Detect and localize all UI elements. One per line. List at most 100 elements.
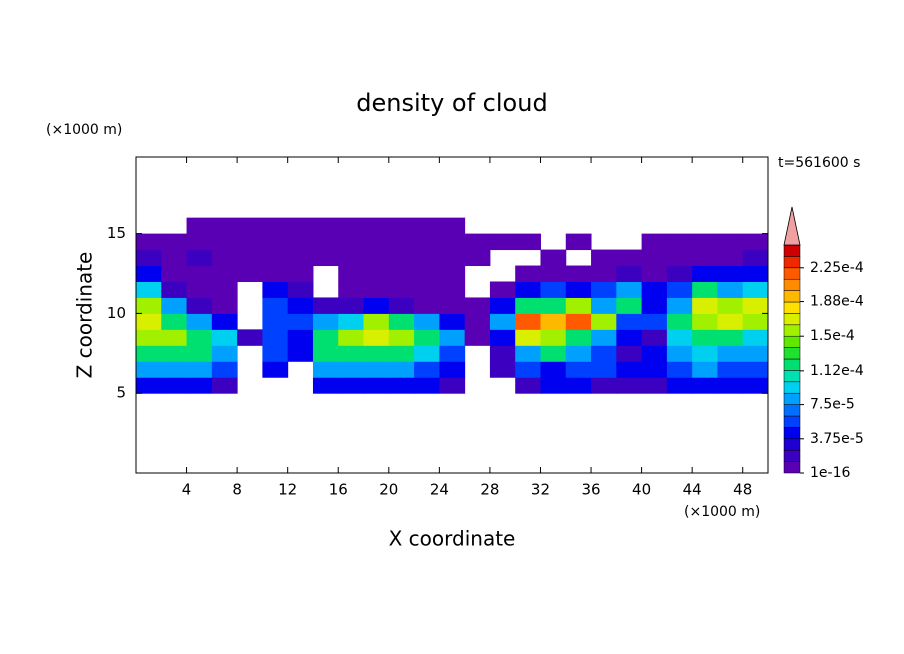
- colorbar-band: [783, 313, 801, 326]
- contour-cell: [287, 249, 314, 267]
- contour-cell: [262, 249, 289, 267]
- colorbar-band: [783, 301, 801, 314]
- contour-cell: [186, 217, 213, 235]
- contour-cell: [591, 345, 617, 362]
- contour-cell: [186, 249, 213, 267]
- contour-cell: [161, 313, 188, 330]
- contour-cell: [717, 313, 744, 330]
- contour-cell: [211, 345, 238, 362]
- contour-cell: [363, 361, 390, 378]
- contour-cell: [692, 265, 718, 282]
- contour-cell: [237, 233, 263, 251]
- contour-cell: [363, 313, 390, 330]
- contour-cell: [591, 329, 617, 346]
- contour-cell: [641, 313, 668, 330]
- colorbar-band: [783, 256, 801, 269]
- contour-cell: [489, 281, 516, 298]
- contour-cell: [641, 345, 668, 362]
- contour-cell: [414, 217, 440, 235]
- contour-cell: [515, 313, 541, 330]
- colorbar-band: [783, 427, 801, 440]
- contour-cell: [287, 329, 314, 346]
- contour-cell: [186, 297, 213, 314]
- contour-cell: [287, 233, 314, 251]
- contour-cell: [565, 297, 592, 314]
- contour-cell: [186, 313, 213, 330]
- colorbar-band: [783, 415, 801, 428]
- contour-cell: [616, 249, 643, 267]
- contour-cell: [489, 313, 516, 330]
- x-tick-label: 24: [430, 481, 449, 499]
- contour-cell: [742, 233, 769, 251]
- contour-cell: [565, 345, 592, 362]
- contour-cell: [287, 345, 314, 362]
- colorbar-band: [783, 290, 801, 303]
- contour-cell: [211, 217, 238, 235]
- contour-cell: [388, 233, 415, 251]
- contour-cell: [717, 265, 744, 282]
- contour-cell: [363, 233, 390, 251]
- colorbar-label: 1.5e-4: [810, 328, 855, 344]
- contour-cell: [692, 281, 718, 298]
- contour-cell: [439, 329, 466, 346]
- contour-cell: [591, 361, 617, 378]
- contour-cell: [692, 249, 718, 267]
- contour-cell: [338, 329, 365, 346]
- contour-cell: [186, 345, 213, 362]
- x-tick-label: 32: [531, 481, 550, 499]
- contour-cell: [388, 249, 415, 267]
- contour-cell: [312, 297, 339, 314]
- contour-cell: [641, 233, 668, 251]
- contour-cell: [439, 345, 466, 362]
- contour-cell: [161, 265, 188, 282]
- contour-cell: [692, 233, 718, 251]
- contour-cell: [363, 345, 390, 362]
- contour-cell: [666, 249, 693, 267]
- contour-cell: [312, 313, 339, 330]
- contour-cell: [515, 233, 541, 251]
- contour-cell: [211, 281, 238, 298]
- contour-cell: [363, 265, 390, 282]
- contour-cell: [414, 313, 440, 330]
- contour-cell: [439, 217, 466, 235]
- contour-cell: [692, 297, 718, 314]
- contour-cell: [363, 377, 390, 394]
- colorbar-band: [783, 438, 801, 451]
- colorbar-band: [783, 461, 801, 474]
- contour-cell: [692, 313, 718, 330]
- contour-cell: [515, 361, 541, 378]
- contour-cell: [388, 329, 415, 346]
- contour-cell: [136, 345, 162, 362]
- plot-frame: [135, 156, 769, 474]
- x-tick-label: 12: [278, 481, 297, 499]
- colorbar-label: 1e-16: [810, 465, 850, 481]
- contour-cell: [287, 313, 314, 330]
- contour-cell: [237, 265, 263, 282]
- contour-cell: [414, 361, 440, 378]
- contour-cell: [515, 345, 541, 362]
- contour-cell: [211, 377, 238, 394]
- contour-cell: [641, 361, 668, 378]
- contour-cell: [363, 217, 390, 235]
- contour-cell: [489, 345, 516, 362]
- x-tick-label: 4: [182, 481, 192, 499]
- colorbar-band: [783, 278, 801, 291]
- chart-title: density of cloud: [356, 89, 547, 117]
- contour-cell: [742, 265, 769, 282]
- colorbar-band: [783, 267, 801, 280]
- contour-cell: [641, 329, 668, 346]
- contour-cell: [641, 297, 668, 314]
- contour-cell: [211, 233, 238, 251]
- contour-cell: [439, 297, 466, 314]
- contour-cell: [717, 329, 744, 346]
- contour-cell: [262, 313, 289, 330]
- contour-cell: [136, 297, 162, 314]
- contour-cell: [414, 265, 440, 282]
- x-tick-label: 8: [232, 481, 242, 499]
- contour-cell: [641, 249, 668, 267]
- contour-cell: [312, 361, 339, 378]
- contour-cell: [211, 361, 238, 378]
- contour-cell: [414, 329, 440, 346]
- time-label: t=561600 s: [778, 155, 860, 171]
